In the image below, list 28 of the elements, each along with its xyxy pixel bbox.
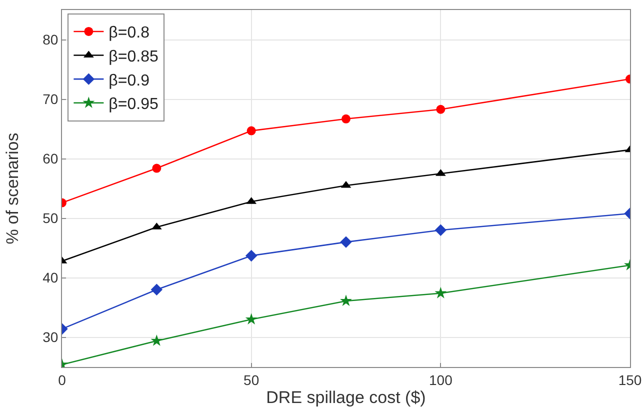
point xyxy=(342,114,350,124)
y-tick-label: 70 xyxy=(42,91,58,108)
point xyxy=(434,286,447,298)
point xyxy=(150,284,163,296)
legend-label: β=0.8 xyxy=(108,24,150,42)
legend-label: β=0.85 xyxy=(108,48,158,66)
y-tick-label: 30 xyxy=(42,329,58,346)
y-tick-label: 60 xyxy=(42,150,58,167)
point xyxy=(245,313,258,324)
point xyxy=(152,164,162,173)
point xyxy=(340,294,352,306)
point xyxy=(246,126,256,136)
point xyxy=(434,224,447,236)
x-tick-label: 100 xyxy=(428,372,453,388)
y-tick-label: 80 xyxy=(42,32,58,48)
point xyxy=(436,104,446,114)
legend-label: β=0.9 xyxy=(108,72,150,90)
x-axis-title: DRE spillage cost ($) xyxy=(266,388,426,408)
x-tick-label: 0 xyxy=(58,372,66,388)
point xyxy=(150,334,163,346)
point xyxy=(245,250,258,262)
point xyxy=(340,236,352,248)
y-tick-label: 40 xyxy=(42,270,58,286)
y-axis-title: % of scenarios xyxy=(3,132,22,244)
x-tick-label: 150 xyxy=(618,372,642,388)
x-tick-label: 50 xyxy=(244,372,260,388)
legend-label: β=0.95 xyxy=(108,96,158,114)
y-tick-label: 50 xyxy=(42,210,58,226)
